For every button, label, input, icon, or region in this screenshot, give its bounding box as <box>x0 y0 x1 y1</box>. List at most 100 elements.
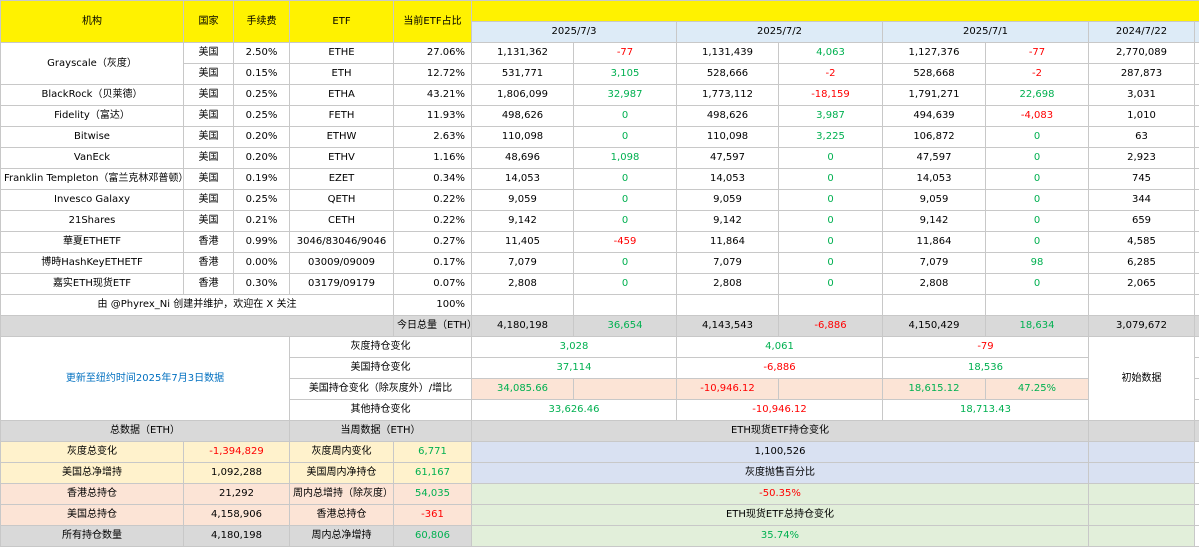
country-cell: 美国 <box>183 63 234 85</box>
holding-cell: 9,142 <box>882 210 986 232</box>
fee-cell: 0.30% <box>233 273 290 295</box>
share-cell: 0.27% <box>393 231 472 253</box>
change-value: 33,626.46 <box>471 399 677 421</box>
fee-cell: 0.99% <box>233 231 290 253</box>
holding-cell: 498,626 <box>471 105 574 127</box>
share-cell: 27.06% <box>393 42 472 64</box>
change-cell: 0 <box>778 252 883 274</box>
empty-cell <box>985 294 1089 316</box>
change-summary-row: 美国持仓变化 37,114 -6,886 18,536 <box>1 357 1199 379</box>
total-holding-cell: 4,150,429 <box>882 315 986 337</box>
filler-cell <box>1194 378 1199 400</box>
total-data-title: 总数据（ETH） <box>0 420 290 442</box>
holding-cell: 9,059 <box>676 189 779 211</box>
country-cell: 美国 <box>183 126 234 148</box>
date-header: 2025/7/1 <box>882 21 1089 43</box>
fund-row: Franklin Templeton（富兰克林邓普顿） 美国 0.19% EZET 0.… <box>0 168 1199 190</box>
change-cell: -77 <box>985 42 1089 64</box>
summary-row: 香港总持仓 21,292 周内总增持（除灰度） 54,035 -50.35% <box>0 483 1199 505</box>
etf-change-cell: 1,100,526 <box>471 441 1089 463</box>
change-cell: 0 <box>573 210 677 232</box>
change-cell: -18,159 <box>778 84 883 106</box>
change-label: 灰度持仓变化 <box>289 336 472 358</box>
country-cell: 香港 <box>183 273 234 295</box>
fund-row: Fidelity（富达） 美国 0.25% FETH 11.93% 498,626 0 498… <box>0 105 1199 127</box>
header-share: 当前ETF占比 <box>393 0 472 43</box>
change-value: 18,536 <box>882 357 1089 379</box>
etf-ticker: ETH <box>289 63 394 85</box>
change-cell: 0 <box>573 126 677 148</box>
header-fee: 手续费 <box>233 0 290 43</box>
change-value: 4,061 <box>676 336 883 358</box>
header-yellow-band <box>471 0 1199 22</box>
holding-cell: 494,639 <box>882 105 986 127</box>
fund-row: Bitwise 美国 0.20% ETHW 2.63% 110,098 0 110,098 3,… <box>0 126 1199 148</box>
filler-cell <box>1194 126 1199 148</box>
change-cell: -77 <box>573 42 677 64</box>
holding-cell: 528,668 <box>882 63 986 85</box>
filler-cell <box>1194 399 1199 421</box>
filler-cell <box>1194 462 1199 484</box>
share-cell: 1.16% <box>393 147 472 169</box>
summary-label: 灰度总变化 <box>0 441 184 463</box>
base-holding-cell: 63 <box>1088 126 1195 148</box>
etf-change-cell: 灰度抛售百分比 <box>471 462 1089 484</box>
total-change-cell: -6,886 <box>778 315 883 337</box>
share-cell: 11.93% <box>393 105 472 127</box>
etf-ticker: FETH <box>289 105 394 127</box>
credit-row: 由 @Phyrex_Ni 创建并维护，欢迎在 X 关注 100% <box>0 294 1199 316</box>
summary-value: 21,292 <box>183 483 290 505</box>
institution-name: VanEck <box>0 147 184 169</box>
change-value: 37,114 <box>471 357 677 379</box>
etf-change-cell: -50.35% <box>471 483 1089 505</box>
week-value: 6,771 <box>393 441 472 463</box>
filler-cell <box>1194 420 1199 442</box>
holding-cell: 11,864 <box>882 231 986 253</box>
institution-name: 博時HashKeyETHETF <box>0 252 184 274</box>
holding-cell: 47,597 <box>676 147 779 169</box>
fee-cell: 0.20% <box>233 126 290 148</box>
change-cell: 0 <box>778 210 883 232</box>
etf-ticker: ETHE <box>289 42 394 64</box>
holding-cell: 9,142 <box>676 210 779 232</box>
empty-cell <box>1088 441 1195 463</box>
holding-cell: 48,696 <box>471 147 574 169</box>
today-total-row: 今日总量（ETH） 4,180,198 36,654 4,143,543 -6,886 4… <box>0 315 1199 337</box>
summary-value: -1,394,829 <box>183 441 290 463</box>
today-total-label: 今日总量（ETH） <box>393 315 472 337</box>
header-country: 国家 <box>183 0 234 43</box>
fund-row: BlackRock（贝莱德） 美国 0.25% ETHA 43.21% 1,806,099… <box>0 84 1199 106</box>
empty-cell <box>1088 420 1195 442</box>
week-data-title: 当周数据（ETH） <box>289 420 472 442</box>
filler-cell <box>1194 525 1199 547</box>
base-holding-cell: 6,285 <box>1088 252 1195 274</box>
change-cell: 0 <box>985 189 1089 211</box>
holding-cell: 1,806,099 <box>471 84 574 106</box>
empty-cell <box>1088 294 1195 316</box>
fund-row: VanEck 美国 0.20% ETHV 1.16% 48,696 1,098 47,597 0… <box>0 147 1199 169</box>
country-cell: 香港 <box>183 231 234 253</box>
country-cell: 美国 <box>183 147 234 169</box>
share-cell: 12.72% <box>393 63 472 85</box>
country-cell: 美国 <box>183 189 234 211</box>
change-percent: 47.25% <box>985 378 1089 400</box>
total-holding-cell: 4,180,198 <box>471 315 574 337</box>
empty-cell <box>1088 504 1195 526</box>
share-cell: 0.17% <box>393 252 472 274</box>
filler-cell <box>1194 189 1199 211</box>
institution-name: 嘉实ETH现货ETF <box>0 273 184 295</box>
empty-cell <box>573 294 677 316</box>
summary-row: 灰度总变化 -1,394,829 灰度周内变化 6,771 1,100,526 <box>0 441 1199 463</box>
filler-cell <box>1194 210 1199 232</box>
empty-cell <box>0 315 394 337</box>
etf-ticker: QETH <box>289 189 394 211</box>
country-cell: 香港 <box>183 252 234 274</box>
filler-cell <box>1194 504 1199 526</box>
share-cell: 43.21% <box>393 84 472 106</box>
total-base-cell: 3,079,672 <box>1088 315 1195 337</box>
etf-ticker: ETHV <box>289 147 394 169</box>
filler-cell <box>1194 483 1199 505</box>
empty-cell <box>778 378 883 400</box>
week-label: 美国周内净持仓 <box>289 462 394 484</box>
country-cell: 美国 <box>183 168 234 190</box>
